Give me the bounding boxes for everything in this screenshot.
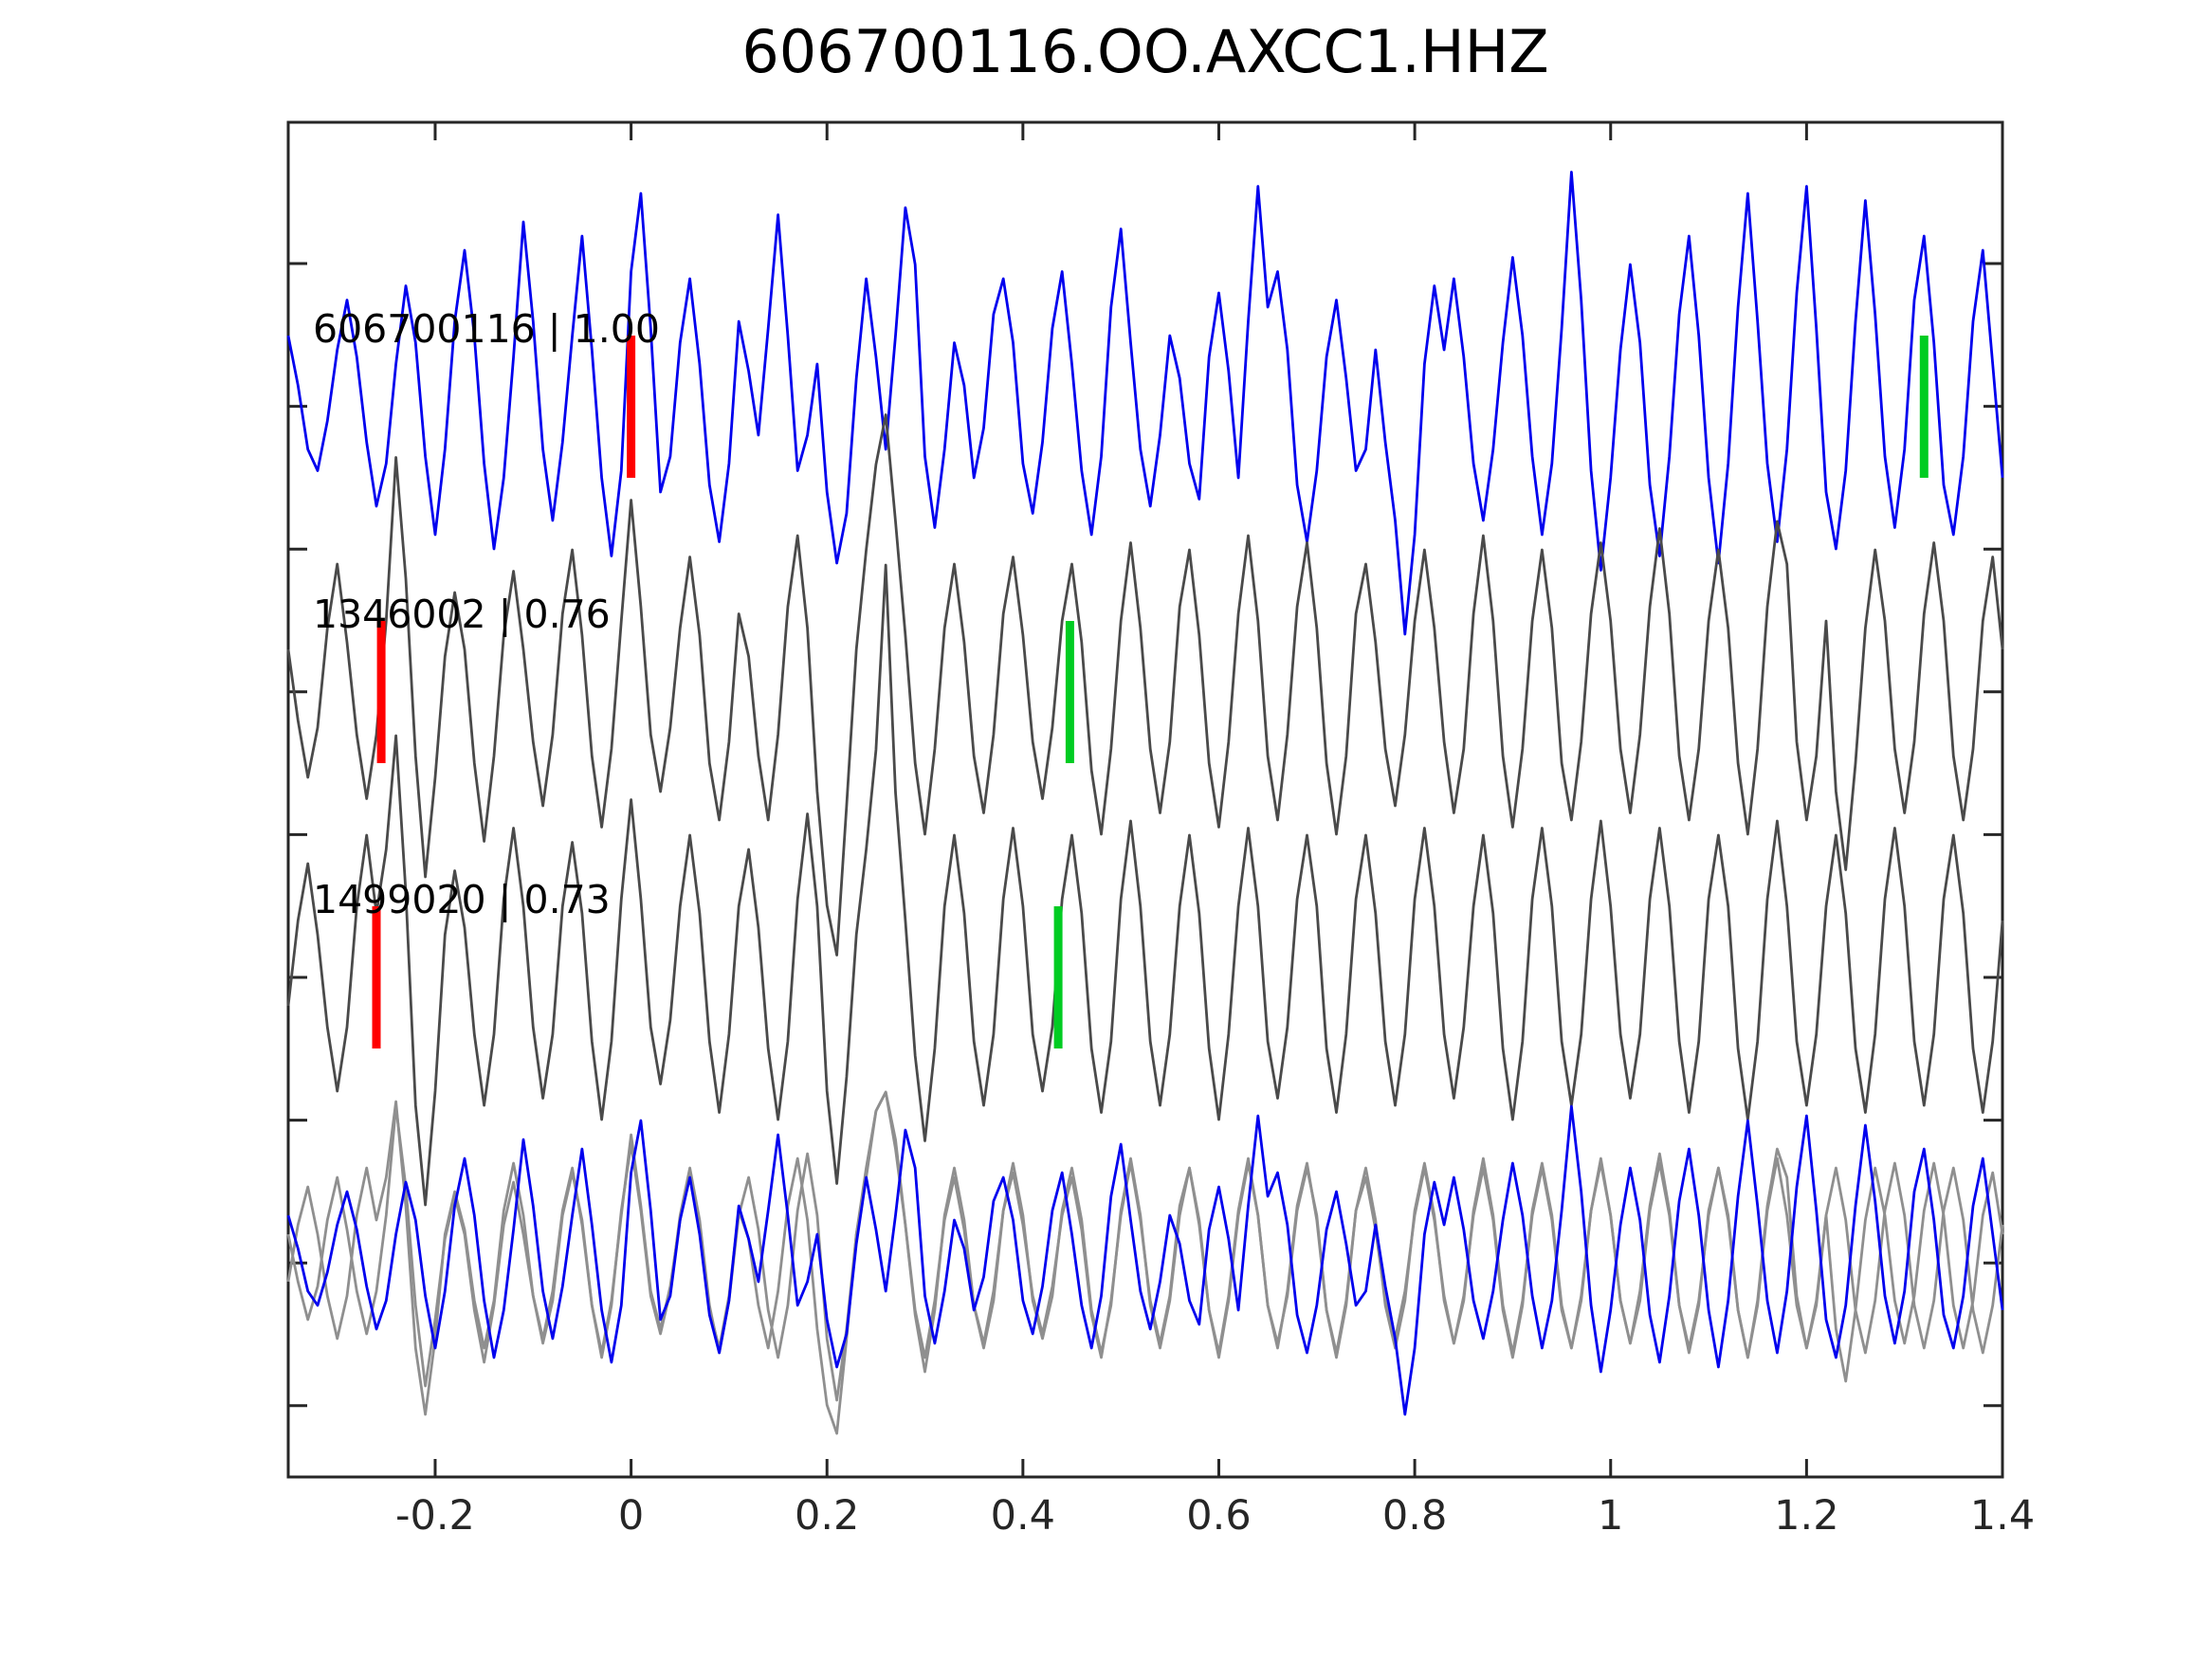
trace-1346002-waveform xyxy=(286,413,2004,957)
x-tick-label: 1.2 xyxy=(1774,1492,1839,1540)
trace-606700116-label: 606700116 | 1.00 xyxy=(313,306,660,352)
x-tick-label: 0 xyxy=(617,1492,645,1540)
trace-606700116-waveform-overlay xyxy=(286,1104,2004,1416)
trace-1499020-waveform-overlay xyxy=(286,1090,2004,1416)
trace-1499020-green-pick xyxy=(1053,906,1063,1048)
trace-1346002-green-pick xyxy=(1065,621,1074,763)
trace-1346002-red-pick xyxy=(376,621,386,763)
trace-1499020-red-pick xyxy=(372,906,381,1048)
x-tick-label: 0.8 xyxy=(1381,1492,1448,1540)
x-tick-label: 0.6 xyxy=(1186,1492,1252,1540)
trace-606700116-red-pick xyxy=(627,336,636,478)
x-tick-label: 0.4 xyxy=(990,1492,1056,1540)
x-tick-label: -0.2 xyxy=(395,1492,475,1540)
x-tick-label: 1 xyxy=(1598,1492,1624,1540)
x-tick-label: 0.2 xyxy=(795,1492,860,1540)
trace-1499020-waveform xyxy=(286,563,2004,1207)
trace-1499020-label: 1499020 | 0.73 xyxy=(313,877,611,922)
chart-title: 606700116.OO.AXCC1.HHZ xyxy=(741,17,1549,86)
axes-box xyxy=(286,120,2004,1479)
trace-1346002-label: 1346002 | 0.76 xyxy=(313,592,611,637)
trace-606700116-green-pick xyxy=(1919,336,1929,478)
trace-606700116-waveform xyxy=(286,171,2004,636)
x-tick-label: 1.4 xyxy=(1969,1492,2036,1540)
